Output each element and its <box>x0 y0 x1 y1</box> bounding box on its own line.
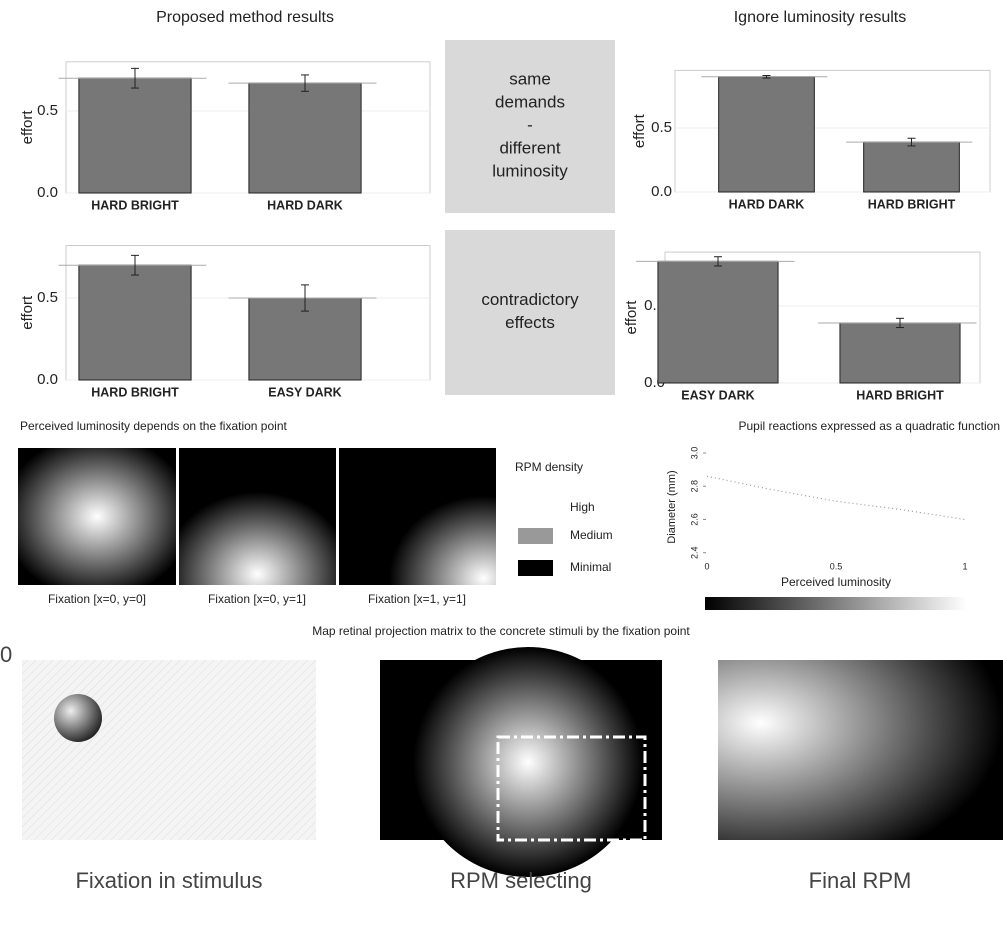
x-tick-label: 1 <box>962 561 967 571</box>
panel-label: RPM selecting <box>450 868 592 893</box>
luminosity-bar <box>705 597 967 610</box>
header: Proposed method results <box>156 9 334 26</box>
fixation-label: Fixation [x=0, y=0] <box>48 592 146 606</box>
y-tick-label: 0.5 <box>651 119 672 136</box>
y-axis-label: Diameter (mm) <box>666 470 678 543</box>
section-title: Perceived luminosity depends on the fixa… <box>20 419 287 433</box>
fixation-circle <box>54 694 102 742</box>
y-tick-label: 2.8 <box>689 480 699 493</box>
y-tick-label: 0.5 <box>37 289 58 306</box>
fixation-label: Fixation [x=1, y=1] <box>368 592 466 606</box>
rpm-image <box>179 448 336 585</box>
legend-item: Medium <box>570 528 613 542</box>
figure: 0 Proposed method results Ignore luminos… <box>0 0 1003 925</box>
legend-item: Minimal <box>570 560 611 574</box>
section-title: Pupil reactions expressed as a quadratic… <box>739 419 1001 433</box>
bar <box>79 265 191 380</box>
bar <box>249 83 361 193</box>
bar <box>79 78 191 193</box>
x-tick-label: HARD BRIGHT <box>868 197 956 211</box>
x-tick-label: HARD DARK <box>729 197 805 211</box>
fixation-label: Fixation [x=0, y=1] <box>208 592 306 606</box>
y-tick-label: 0.0 <box>37 184 58 201</box>
rpm-image <box>18 448 176 585</box>
y-tick-label: 2.4 <box>689 546 699 559</box>
comparison-text: luminosity <box>492 161 568 180</box>
bar <box>658 261 778 383</box>
y-axis-label: effort <box>631 113 648 148</box>
panel-label: Fixation in stimulus <box>75 868 262 893</box>
y-tick-label: 3.0 <box>689 447 699 460</box>
comparison-text: effects <box>505 313 555 332</box>
legend-swatch <box>518 500 553 516</box>
comparison-text: same <box>509 69 551 88</box>
header: Ignore luminosity results <box>734 9 907 26</box>
x-tick-label: HARD DARK <box>267 198 343 212</box>
y-axis-label: effort <box>19 110 36 145</box>
comparison-text: - <box>527 115 533 134</box>
legend-swatch <box>518 528 553 544</box>
x-axis-label: Perceived luminosity <box>781 575 891 589</box>
y-axis-label: effort <box>623 300 640 335</box>
bar <box>864 142 960 192</box>
x-tick-label: HARD BRIGHT <box>856 388 944 402</box>
legend-swatch <box>518 560 553 576</box>
x-tick-label: EASY DARK <box>268 385 341 399</box>
y-tick-label: 0.0 <box>651 183 672 200</box>
x-tick-label: HARD BRIGHT <box>91 198 179 212</box>
y-tick-label: 0.5 <box>37 102 58 119</box>
stimulus-panel <box>22 660 316 840</box>
legend-title: RPM density <box>515 460 583 474</box>
y-tick-label: 2.6 <box>689 513 699 526</box>
comparison-text: contradictory <box>481 290 579 309</box>
rpm-image <box>339 448 496 585</box>
bar <box>719 77 815 192</box>
margin-text: 0 <box>0 642 12 667</box>
section-title: Map retinal projection matrix to the con… <box>312 624 690 638</box>
bar <box>840 323 960 383</box>
x-tick-label: 0.5 <box>830 561 843 571</box>
y-tick-label: 0.0 <box>37 371 58 388</box>
x-tick-label: HARD BRIGHT <box>91 385 179 399</box>
legend-item: High <box>570 500 595 514</box>
x-tick-label: 0 <box>704 561 709 571</box>
x-tick-label: EASY DARK <box>681 388 754 402</box>
rpm-glow <box>413 647 643 877</box>
panel-label: Final RPM <box>809 868 912 893</box>
comparison-text: demands <box>495 92 565 111</box>
comparison-text: different <box>499 138 560 157</box>
final-rpm-panel <box>718 660 1003 840</box>
y-axis-label: effort <box>19 295 36 330</box>
